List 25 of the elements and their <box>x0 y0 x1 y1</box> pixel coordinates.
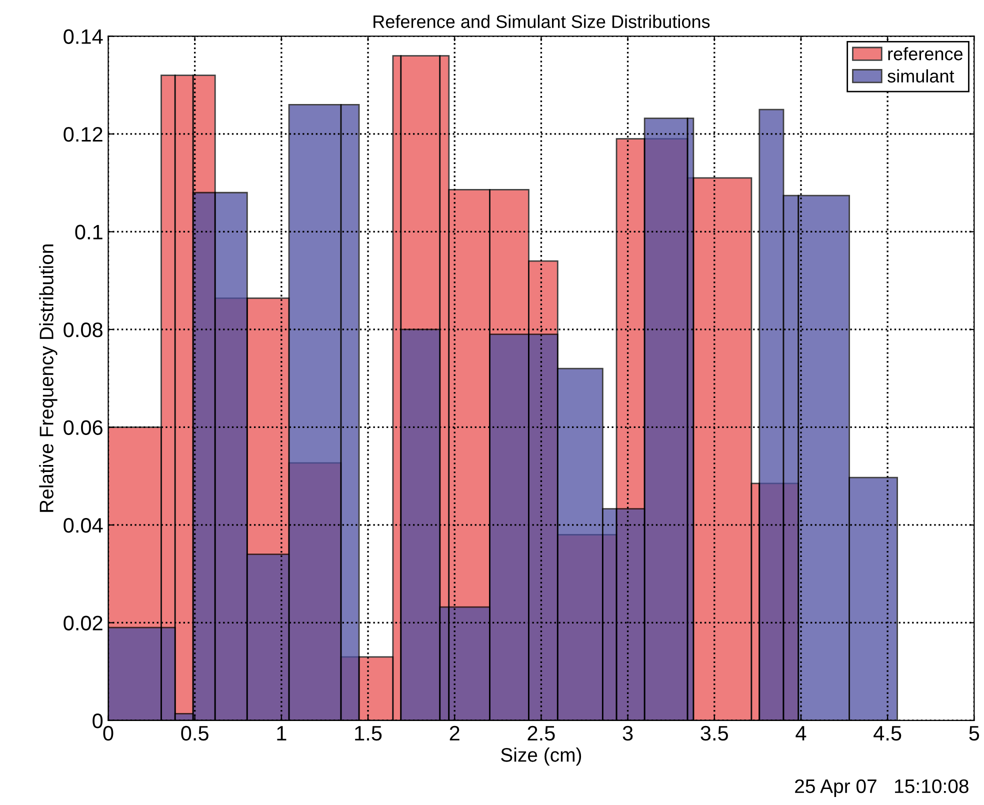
y-tick-label: 0.1 <box>75 224 102 240</box>
y-tick-label: 0 <box>92 713 103 728</box>
x-tick-label: 4.5 <box>874 726 902 741</box>
x-tick-label: 3 <box>622 726 633 741</box>
y-tick-label: 0.02 <box>64 616 102 630</box>
y-tick-label: 0.08 <box>64 322 102 338</box>
x-tick-label: 1 <box>277 726 286 740</box>
x-tick-label: 2 <box>450 726 460 740</box>
y-tick-label: 0.14 <box>64 29 103 44</box>
chart-title: Reference and Simulant Size Distributions <box>374 14 710 28</box>
legend-label: reference <box>888 47 963 60</box>
x-axis-title: Size (cm) <box>501 748 582 766</box>
y-tick-label: 0.06 <box>64 420 102 435</box>
x-tick-label: 0.5 <box>181 726 208 741</box>
y-axis-title: Relative Frequency Distribution <box>39 244 58 512</box>
legend-label: simulant <box>888 69 954 83</box>
x-tick-label: 0 <box>103 726 114 741</box>
y-tick-label: 0.12 <box>64 126 102 142</box>
x-tick-label: 1.5 <box>355 726 382 741</box>
x-tick-label: 5 <box>969 726 980 741</box>
x-tick-label: 4 <box>796 726 806 740</box>
y-tick-label: 0.04 <box>64 518 103 533</box>
text: 25 Apr 07 15:10:08 <box>795 779 968 797</box>
x-tick-label: 3.5 <box>700 726 728 741</box>
x-tick-label: 2.5 <box>528 726 555 741</box>
